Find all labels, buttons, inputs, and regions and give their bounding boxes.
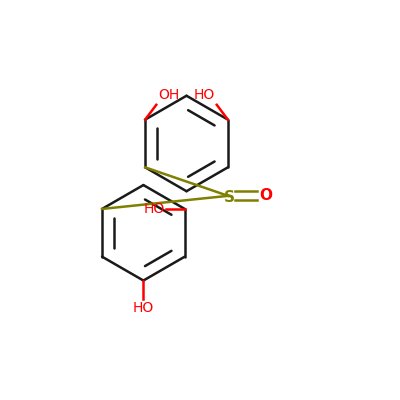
Text: HO: HO [194, 88, 215, 102]
Text: HO: HO [133, 300, 154, 314]
Text: HO: HO [144, 202, 165, 216]
Text: S: S [224, 190, 235, 205]
Text: O: O [260, 188, 272, 203]
Text: OH: OH [158, 88, 179, 102]
